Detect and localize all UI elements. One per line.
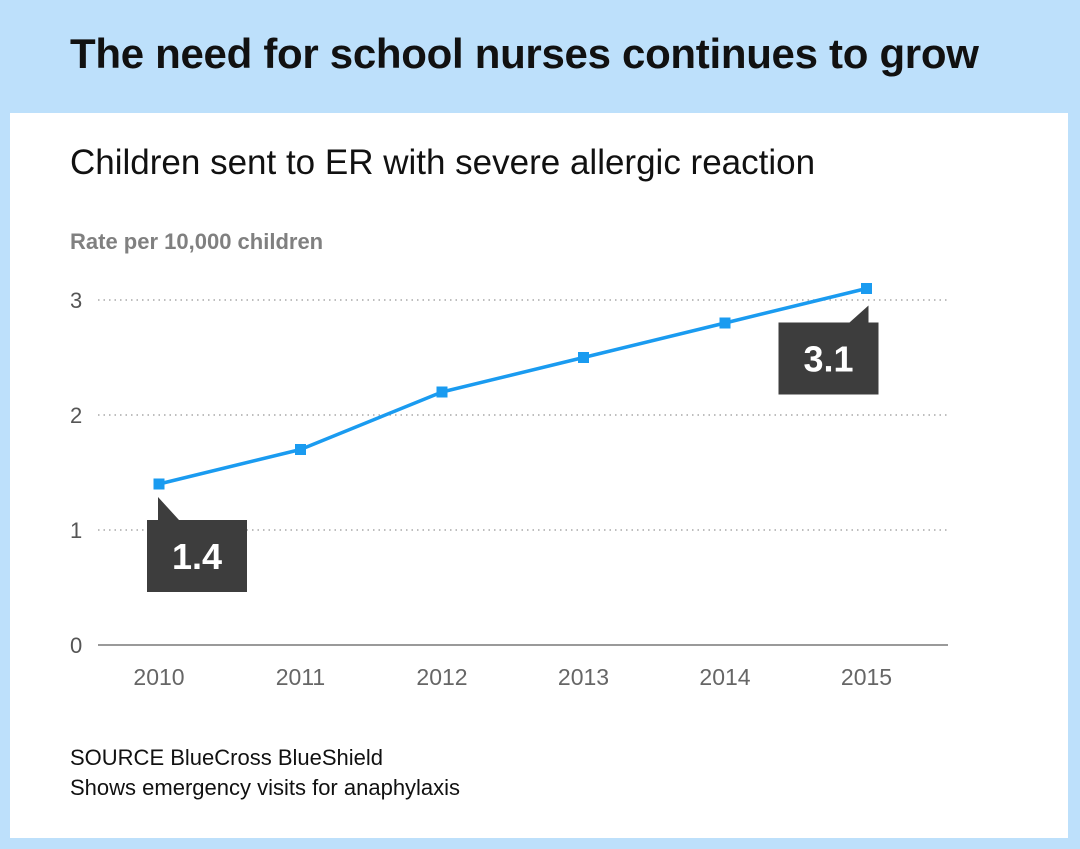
series-line [158,286,867,486]
data-point [295,444,306,455]
headline: The need for school nurses continues to … [70,30,979,77]
data-point [719,317,731,329]
x-tick-label: 2015 [841,664,892,690]
footnote: Shows emergency visits for anaphylaxis [70,775,461,800]
x-tick-label: 2012 [416,664,467,690]
y-tick-label: 1 [70,518,82,543]
y-tick-label: 0 [70,633,82,658]
data-point [578,352,589,363]
y-tick-label: 3 [70,288,82,313]
callout-label: 3.1 [803,339,853,380]
x-tick-label: 2014 [699,664,750,690]
data-point [436,386,448,398]
chart-title: Children sent to ER with severe allergic… [70,143,816,182]
x-tick-label: 2010 [133,664,184,690]
line-chart: 0 1 2 3 2010 2011 2012 2013 2014 2015 1.4 3.1 [70,283,948,690]
callout-box [147,520,247,592]
x-tick-label: 2013 [558,664,609,690]
callout-pointer [158,497,179,520]
chart-card: Children sent to ER with severe allergic… [10,113,1068,838]
callout-box [778,322,879,395]
y-tick-label: 2 [70,403,82,428]
callout-pointer [849,305,869,323]
source-note: SOURCE BlueCross BlueShield [70,745,384,770]
data-point [153,478,165,490]
data-point [861,283,872,294]
x-tick-label: 2011 [276,664,325,690]
callout-label: 1.4 [172,536,222,577]
y-axis-title: Rate per 10,000 children [70,229,324,254]
